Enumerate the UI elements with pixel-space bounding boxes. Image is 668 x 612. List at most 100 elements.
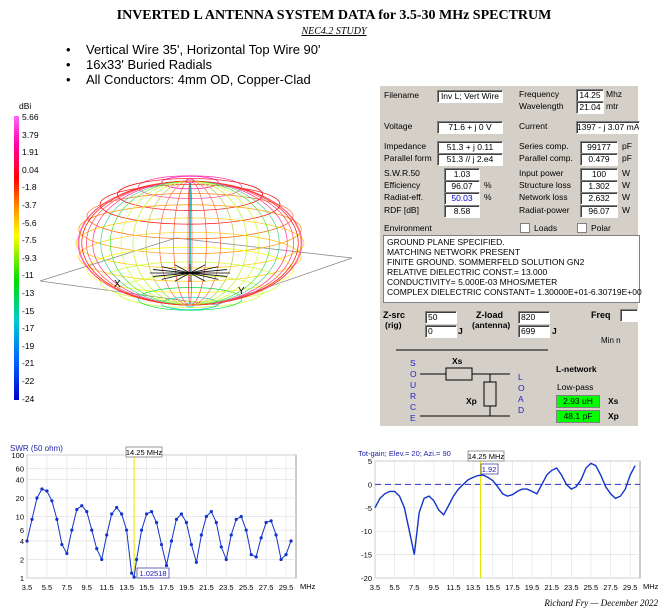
- loads-checkbox[interactable]: [520, 223, 530, 233]
- data-point: [115, 505, 119, 510]
- radiat-power-field[interactable]: 96.07: [580, 205, 618, 218]
- x-tick-label: 29.5: [623, 583, 638, 592]
- data-point: [164, 563, 169, 568]
- data-point: [264, 520, 268, 525]
- zsrc-r-field[interactable]: 50: [425, 311, 457, 324]
- swr-marker-value: 1.02518: [139, 569, 166, 578]
- data-point: [169, 539, 174, 543]
- source-letter: R: [410, 391, 416, 401]
- scale-tick: 3.79: [22, 129, 39, 140]
- rdf-field[interactable]: 8.58: [444, 205, 480, 218]
- current-field[interactable]: 1397 - j 3.07 mA: [576, 121, 640, 134]
- network-loss-field[interactable]: 2.632: [580, 192, 618, 205]
- y-tick-label: 60: [16, 465, 24, 474]
- gain-x-ticks: 3.5 5.5 7.5 9.5 11.5 13.5 15.5 17.5 19.5 21.5 23.5…: [370, 583, 638, 592]
- x-tick-label: 15.5: [139, 583, 154, 592]
- freq-field[interactable]: [620, 309, 638, 322]
- y-tick-label: 6: [20, 526, 24, 535]
- gain-y-ticks: 5 0 -5 -10 -15 -20: [361, 457, 372, 583]
- y-tick-label: 1: [20, 574, 24, 583]
- scale-tick: 0.04: [22, 164, 39, 175]
- scale-tick: -17: [22, 323, 35, 334]
- data-point: [132, 575, 136, 579]
- radiat-power-label: Radiat-power: [519, 205, 570, 215]
- data-point: [50, 499, 54, 503]
- zload-r-field[interactable]: 820: [518, 311, 550, 324]
- x-tick-label: 19.5: [179, 583, 194, 592]
- x-tick-label: 9.5: [429, 583, 439, 592]
- swr-grid: [26, 454, 297, 579]
- gain-grid: [374, 460, 641, 579]
- data-point: [25, 539, 29, 543]
- xp-value-field[interactable]: 48.1 pF: [556, 410, 600, 423]
- frequency-unit: Mhz: [606, 89, 623, 99]
- swr-x-ticks: 3.5 5.5 7.5 9.5 11.5 13.5 15.5 17.5 19.5 21.5 23.5…: [22, 583, 294, 592]
- polar-label: Polar: [591, 223, 611, 233]
- source-letter: E: [410, 413, 416, 423]
- xs-value-field[interactable]: 2.93 uH: [556, 395, 600, 408]
- data-point: [45, 489, 49, 493]
- x-tick-label: 3.5: [370, 583, 380, 592]
- wavelength-field[interactable]: 21.04: [576, 101, 604, 114]
- voltage-field[interactable]: 71.6 + j 0 V: [437, 121, 503, 134]
- y-tick-label: 5: [368, 457, 372, 466]
- voltage-label: Voltage: [384, 121, 413, 131]
- data-point: [125, 528, 129, 532]
- y-tick-label: 4: [20, 537, 24, 546]
- data-point: [204, 514, 208, 519]
- data-point: [179, 512, 184, 516]
- page-title: INVERTED L ANTENNA SYSTEM DATA for 3.5-3…: [116, 8, 552, 23]
- swr-x-unit: MHz: [300, 582, 316, 591]
- zload-x-field[interactable]: 699: [518, 325, 550, 338]
- wavelength-label: Wavelength: [519, 101, 564, 111]
- current-label: Current: [519, 121, 548, 131]
- parallel-comp-unit: pF: [622, 153, 632, 163]
- x-tick-label: 17.5: [159, 583, 174, 592]
- impedance-label: Impedance: [384, 141, 427, 151]
- zsrc-label: Z-src: [383, 310, 406, 320]
- scale-tick: -24: [22, 393, 35, 404]
- l-network-label: L-network: [556, 364, 597, 374]
- data-point: [269, 519, 273, 523]
- env-line: CONDUCTIVITY= 5.000E-03 MHOS/METER: [387, 277, 558, 287]
- data-point: [149, 510, 154, 514]
- page-subtitle: NEC4.2 STUDY: [0, 26, 668, 37]
- rdf-label: RDF [dB]: [384, 205, 419, 215]
- data-point: [70, 528, 74, 532]
- y-tick-label: -20: [361, 574, 372, 583]
- input-power-label: Input power: [519, 168, 564, 178]
- x-tick-label: 15.5: [485, 583, 500, 592]
- gain-x-unit: MHz: [643, 582, 659, 591]
- parallel-form-field[interactable]: 51.3 // j 2.e4: [437, 153, 503, 166]
- x-tick-label: 3.5: [22, 583, 32, 592]
- scale-tick: -5.6: [22, 217, 37, 228]
- subtitle-text: NEC4.2 STUDY: [301, 26, 367, 37]
- filename-field[interactable]: Inv L; Vert Wire: [437, 90, 503, 103]
- network-loss-label: Network loss: [519, 192, 568, 202]
- swr-chart-title: SWR (50 ohm): [10, 444, 63, 453]
- environment-textbox[interactable]: GROUND PLANE SPECIFIED. MATCHING NETWORK…: [383, 235, 642, 303]
- load-letter: D: [518, 405, 524, 415]
- data-point: [80, 504, 84, 508]
- radiat-eff-unit: %: [484, 192, 492, 202]
- parallel-comp-field[interactable]: 0.479: [580, 153, 618, 166]
- data-point: [209, 510, 213, 514]
- data-point: [219, 545, 223, 549]
- data-point: [65, 551, 69, 556]
- data-point: [189, 542, 193, 547]
- scale-tick: -1.8: [22, 182, 37, 193]
- data-point: [90, 528, 94, 532]
- data-point: [120, 512, 124, 516]
- zsrc-x-field[interactable]: 0: [425, 325, 457, 338]
- radiat-eff-field[interactable]: 50.03: [444, 192, 480, 205]
- y-tick-label: 0: [368, 480, 372, 489]
- y-tick-label: 40: [16, 475, 24, 484]
- scale-tick: -11: [22, 270, 34, 281]
- y-tick-label: 2: [20, 555, 24, 564]
- spec-list: Vertical Wire 35', Horizontal Top Wire 9…: [66, 42, 320, 87]
- zload-j-label: J: [552, 326, 557, 336]
- data-point: [30, 517, 34, 521]
- input-power-unit: W: [622, 168, 631, 178]
- polar-checkbox[interactable]: [577, 223, 587, 233]
